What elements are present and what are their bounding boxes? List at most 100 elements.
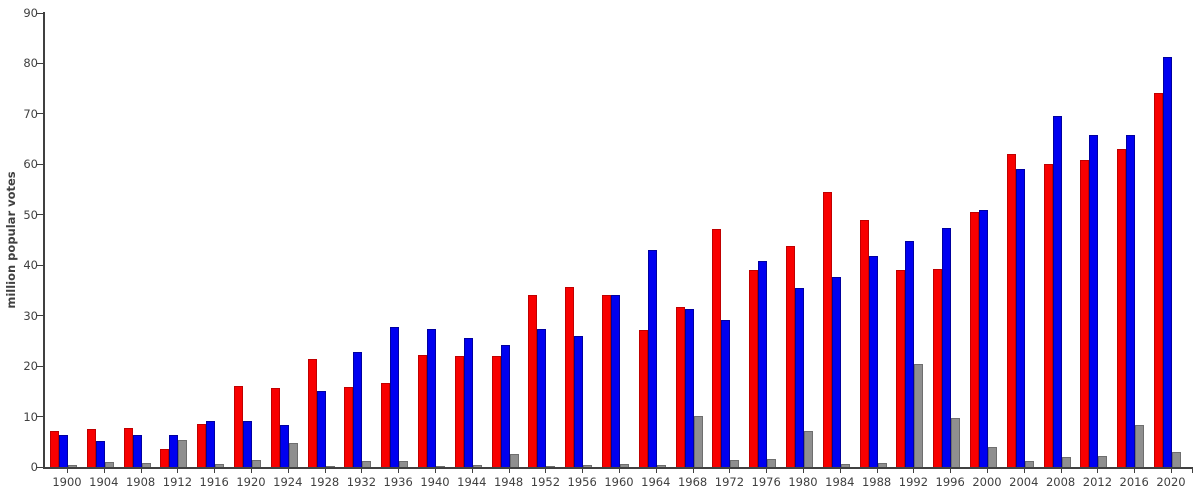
bar-gray-1980 xyxy=(804,431,813,467)
bar-group-1996 xyxy=(933,227,961,467)
bar-group-1904 xyxy=(86,428,114,467)
y-axis-line xyxy=(43,12,45,469)
bar-red-2012 xyxy=(1080,159,1090,467)
bar-group-1944 xyxy=(454,337,482,467)
x-tick xyxy=(950,469,952,473)
bar-gray-1964 xyxy=(656,464,666,467)
x-tick-label-1996: 1996 xyxy=(935,475,965,489)
bar-blue-1944 xyxy=(463,337,473,467)
bar-blue-2004 xyxy=(1015,169,1025,467)
x-tick-label-1980: 1980 xyxy=(788,475,818,489)
bar-gray-1992 xyxy=(914,364,924,467)
bar-blue-1952 xyxy=(537,329,547,467)
bar-gray-1928 xyxy=(325,465,335,467)
bar-red-1992 xyxy=(896,269,906,467)
x-tick xyxy=(545,469,547,473)
x-tick xyxy=(1023,469,1025,473)
x-tick-label-2000: 2000 xyxy=(972,475,1002,489)
bar-group-1968 xyxy=(675,306,703,467)
bar-blue-1980 xyxy=(795,287,804,467)
x-tick xyxy=(766,469,768,473)
bar-gray-2016 xyxy=(1135,425,1145,467)
bar-gray-2008 xyxy=(1061,457,1071,467)
bar-group-1992 xyxy=(896,240,924,467)
bar-blue-2000 xyxy=(979,209,988,467)
x-tick-label-1964: 1964 xyxy=(641,475,671,489)
bar-gray-2012 xyxy=(1098,455,1108,467)
x-tick-label-1920: 1920 xyxy=(236,475,266,489)
bar-blue-1948 xyxy=(500,344,510,467)
bar-red-1912 xyxy=(160,449,170,467)
bar-red-1932 xyxy=(344,387,354,467)
bar-red-2004 xyxy=(1006,154,1016,467)
bar-group-1972 xyxy=(712,228,740,467)
x-tick xyxy=(839,469,841,473)
bar-blue-1916 xyxy=(206,421,216,467)
bar-gray-1904 xyxy=(104,462,114,467)
bar-group-2008 xyxy=(1043,116,1071,467)
bar-red-2016 xyxy=(1117,149,1127,467)
bar-group-1940 xyxy=(418,329,445,467)
x-axis-line xyxy=(43,467,1193,469)
y-tick-label: 40 xyxy=(23,258,38,273)
x-tick xyxy=(140,469,142,473)
bar-group-1916 xyxy=(197,421,225,467)
x-tick-label-1948: 1948 xyxy=(493,475,524,489)
bar-blue-1920 xyxy=(243,421,252,467)
y-tick xyxy=(36,466,43,468)
x-tick-label-1904: 1904 xyxy=(89,475,119,489)
bar-blue-1932 xyxy=(353,352,363,467)
x-tick-label-1916: 1916 xyxy=(199,475,229,489)
x-tick-label-1992: 1992 xyxy=(898,475,929,489)
x-tick-label-1988: 1988 xyxy=(861,475,892,489)
bar-gray-1916 xyxy=(215,464,225,467)
bar-gray-1936 xyxy=(399,460,409,467)
x-tick xyxy=(803,469,804,473)
bar-group-2012 xyxy=(1080,134,1108,467)
x-tick xyxy=(398,469,400,473)
bar-red-1944 xyxy=(454,356,464,467)
x-tick xyxy=(1171,469,1172,473)
x-tick xyxy=(287,469,289,473)
bar-blue-1988 xyxy=(868,256,878,467)
bar-blue-2012 xyxy=(1089,134,1099,467)
y-tick-label: 70 xyxy=(23,106,38,121)
bar-gray-2004 xyxy=(1024,460,1034,467)
x-tick-label-1956: 1956 xyxy=(567,475,597,489)
x-tick-label-1932: 1932 xyxy=(346,475,377,489)
bar-red-2020 xyxy=(1154,92,1163,467)
bar-gray-1940 xyxy=(436,465,445,467)
bar-gray-1996 xyxy=(951,418,961,467)
bar-group-1936 xyxy=(381,326,409,467)
x-tick xyxy=(1097,469,1099,473)
x-tick xyxy=(655,469,657,473)
y-tick-label: 0 xyxy=(30,460,38,474)
bar-blue-1912 xyxy=(169,435,179,467)
x-tick xyxy=(103,469,105,473)
bar-blue-1908 xyxy=(132,434,142,467)
bar-group-1980 xyxy=(786,245,813,467)
bar-blue-2016 xyxy=(1126,135,1136,467)
bar-gray-1948 xyxy=(509,454,519,467)
bar-red-1984 xyxy=(822,192,832,467)
x-tick xyxy=(913,469,915,473)
bar-group-1948 xyxy=(491,344,519,467)
bar-red-2000 xyxy=(970,212,979,467)
bar-gray-1932 xyxy=(362,460,372,467)
bar-group-2004 xyxy=(1006,154,1034,467)
bar-blue-1968 xyxy=(684,309,694,467)
x-tick xyxy=(214,469,216,473)
x-tick-label-1960: 1960 xyxy=(604,475,634,489)
x-tick-label-1984: 1984 xyxy=(825,475,855,489)
x-axis-end-tick xyxy=(1192,469,1193,473)
x-tick xyxy=(692,469,694,473)
y-tick-label: 50 xyxy=(23,207,38,222)
bar-gray-1908 xyxy=(141,462,151,467)
bar-group-1912 xyxy=(160,435,188,467)
x-tick xyxy=(1060,469,1062,473)
y-tick-label: 30 xyxy=(23,308,38,323)
x-tick xyxy=(582,469,584,473)
x-tick-label-1912: 1912 xyxy=(162,475,193,489)
bar-blue-1996 xyxy=(942,227,952,467)
bar-group-1900 xyxy=(50,430,77,467)
